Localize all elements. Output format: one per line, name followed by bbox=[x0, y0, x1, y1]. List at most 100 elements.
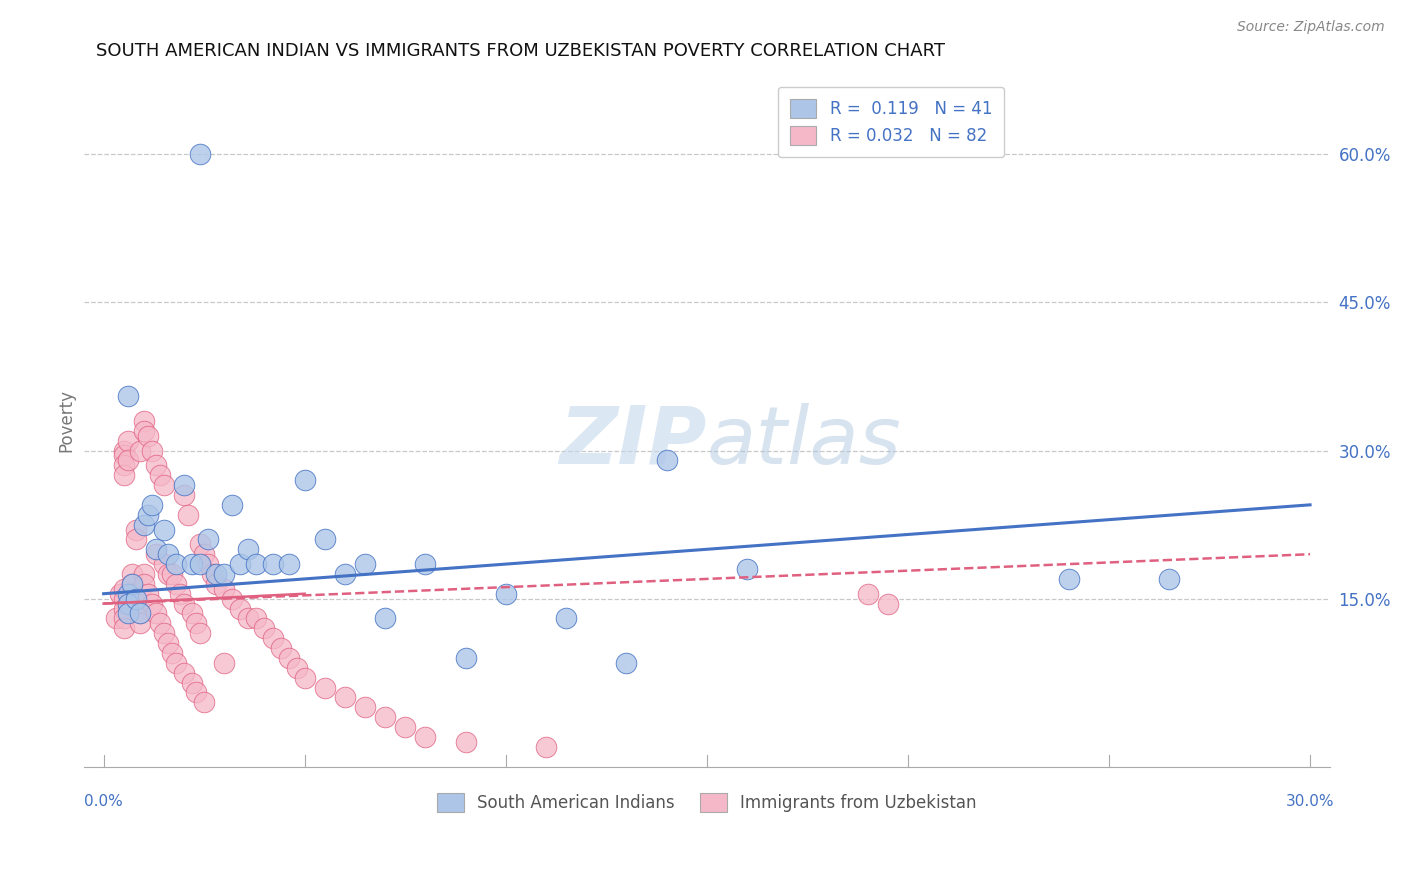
Point bbox=[188, 626, 211, 640]
Legend: South American Indians, Immigrants from Uzbekistan: South American Indians, Immigrants from … bbox=[426, 781, 988, 824]
Point bbox=[876, 597, 898, 611]
Point bbox=[104, 611, 127, 625]
Point bbox=[262, 631, 284, 645]
Point bbox=[285, 661, 308, 675]
Point bbox=[221, 591, 243, 606]
Point bbox=[205, 566, 228, 581]
Point bbox=[214, 582, 236, 596]
Point bbox=[1057, 572, 1080, 586]
Point bbox=[128, 443, 150, 458]
Point bbox=[238, 611, 260, 625]
Point bbox=[141, 443, 163, 458]
Point bbox=[188, 537, 211, 551]
Point bbox=[132, 517, 155, 532]
Point bbox=[415, 730, 437, 744]
Point bbox=[277, 651, 299, 665]
Point bbox=[188, 557, 211, 571]
Point bbox=[149, 616, 172, 631]
Point bbox=[354, 557, 377, 571]
Point bbox=[121, 566, 143, 581]
Point bbox=[125, 523, 148, 537]
Point bbox=[735, 562, 758, 576]
Point bbox=[229, 557, 252, 571]
Point bbox=[188, 147, 211, 161]
Point bbox=[314, 681, 336, 695]
Point bbox=[193, 547, 215, 561]
Point bbox=[314, 533, 336, 547]
Point bbox=[121, 587, 143, 601]
Point bbox=[156, 547, 179, 561]
Point bbox=[112, 591, 135, 606]
Point bbox=[117, 389, 139, 403]
Point bbox=[184, 685, 207, 699]
Point bbox=[184, 616, 207, 631]
Point bbox=[121, 577, 143, 591]
Point bbox=[177, 508, 200, 522]
Point bbox=[132, 424, 155, 438]
Point bbox=[201, 566, 224, 581]
Point bbox=[128, 607, 150, 621]
Point bbox=[160, 646, 183, 660]
Point bbox=[112, 458, 135, 473]
Point bbox=[136, 428, 159, 442]
Point bbox=[253, 621, 276, 635]
Point bbox=[454, 735, 477, 749]
Point bbox=[294, 473, 316, 487]
Text: SOUTH AMERICAN INDIAN VS IMMIGRANTS FROM UZBEKISTAN POVERTY CORRELATION CHART: SOUTH AMERICAN INDIAN VS IMMIGRANTS FROM… bbox=[96, 42, 945, 60]
Point bbox=[534, 739, 557, 754]
Text: ZIP: ZIP bbox=[560, 402, 707, 481]
Point bbox=[277, 557, 299, 571]
Point bbox=[136, 508, 159, 522]
Point bbox=[145, 547, 167, 561]
Point bbox=[270, 641, 292, 656]
Point bbox=[141, 498, 163, 512]
Point bbox=[394, 720, 416, 734]
Point bbox=[112, 601, 135, 615]
Point bbox=[141, 597, 163, 611]
Point bbox=[112, 449, 135, 463]
Point bbox=[555, 611, 578, 625]
Point bbox=[454, 651, 477, 665]
Point bbox=[245, 611, 267, 625]
Point bbox=[169, 587, 191, 601]
Point bbox=[156, 566, 179, 581]
Point bbox=[108, 587, 131, 601]
Point bbox=[125, 597, 148, 611]
Point bbox=[173, 478, 195, 492]
Point bbox=[245, 557, 267, 571]
Point bbox=[655, 453, 678, 467]
Point bbox=[112, 443, 135, 458]
Point bbox=[117, 607, 139, 621]
Point bbox=[181, 557, 204, 571]
Point bbox=[112, 621, 135, 635]
Point bbox=[165, 577, 187, 591]
Point bbox=[153, 626, 176, 640]
Point bbox=[197, 557, 219, 571]
Point bbox=[156, 636, 179, 650]
Point bbox=[415, 557, 437, 571]
Point bbox=[214, 656, 236, 670]
Point bbox=[132, 577, 155, 591]
Point bbox=[125, 533, 148, 547]
Point bbox=[197, 533, 219, 547]
Point bbox=[145, 607, 167, 621]
Point bbox=[153, 523, 176, 537]
Point bbox=[214, 566, 236, 581]
Text: 0.0%: 0.0% bbox=[84, 794, 122, 809]
Text: atlas: atlas bbox=[707, 402, 901, 481]
Point bbox=[181, 607, 204, 621]
Point bbox=[294, 671, 316, 685]
Point bbox=[333, 690, 356, 705]
Point bbox=[856, 587, 879, 601]
Point bbox=[165, 557, 187, 571]
Point bbox=[112, 468, 135, 483]
Point bbox=[229, 601, 252, 615]
Point bbox=[495, 587, 517, 601]
Text: 30.0%: 30.0% bbox=[1286, 794, 1334, 809]
Point bbox=[153, 478, 176, 492]
Point bbox=[173, 597, 195, 611]
Point bbox=[117, 587, 139, 601]
Point bbox=[121, 577, 143, 591]
Point bbox=[132, 414, 155, 428]
Point bbox=[193, 695, 215, 709]
